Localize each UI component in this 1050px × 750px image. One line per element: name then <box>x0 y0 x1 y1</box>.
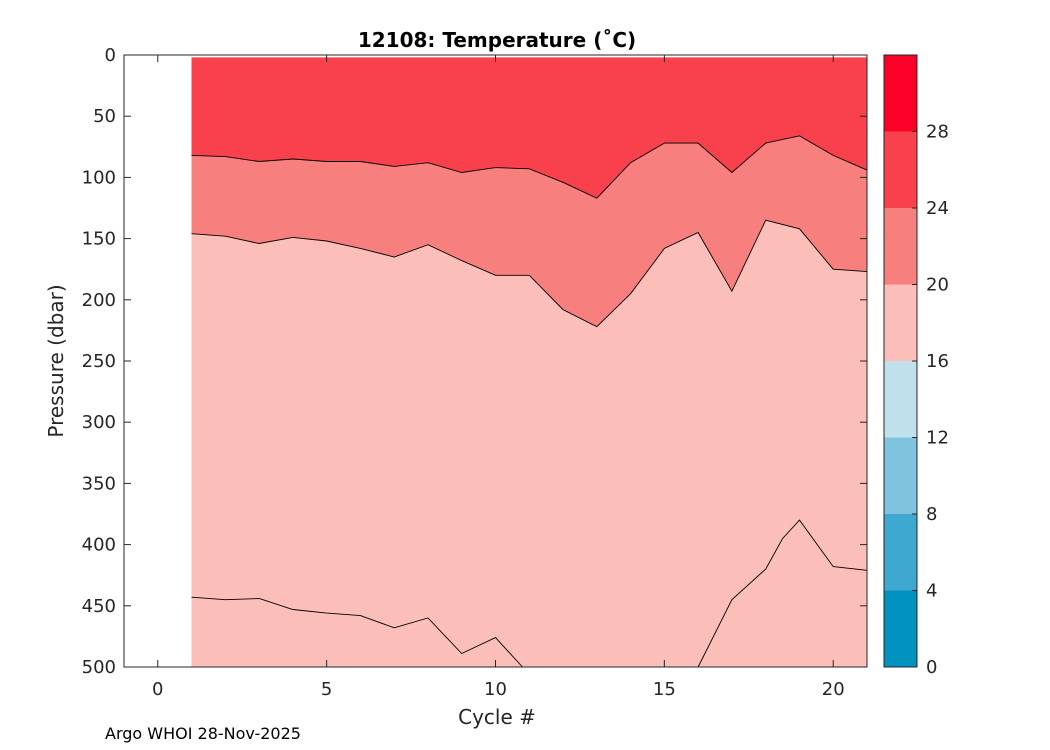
colorbar-tick-label: 4 <box>926 581 937 602</box>
band-deep <box>191 220 867 667</box>
credit-footer: Argo WHOI 28-Nov-2025 <box>105 724 301 743</box>
y-tick-label: 250 <box>82 351 116 372</box>
y-tick-label: 100 <box>82 167 116 188</box>
colorbar-segment <box>884 208 917 285</box>
y-tick-label: 0 <box>105 45 116 66</box>
colorbar-tick-label: 8 <box>926 504 937 525</box>
colorbar-tick-label: 28 <box>926 122 949 143</box>
colorbar-tick-label: 12 <box>926 428 949 449</box>
chart-title: 12108: Temperature (˚C) <box>358 28 636 52</box>
contour-line-16-3 <box>697 519 868 668</box>
plot-fill-layer <box>191 57 867 667</box>
colorbar-segment <box>884 131 917 208</box>
colorbar-segment <box>884 55 917 132</box>
colorbar-segment <box>884 437 917 514</box>
colorbar-tick-label: 16 <box>926 351 949 372</box>
y-tick-label: 450 <box>82 596 116 617</box>
colorbar-segment <box>884 514 917 591</box>
y-tick-label: 50 <box>93 106 116 127</box>
colorbar-segment <box>884 284 917 361</box>
y-tick-label: 350 <box>82 473 116 494</box>
y-axis-label: Pressure (dbar) <box>44 284 68 437</box>
x-tick-label: 15 <box>653 679 676 700</box>
y-tick-label: 300 <box>82 412 116 433</box>
contour-line-16-2 <box>191 596 523 668</box>
contour-line-20-1 <box>191 219 868 328</box>
y-tick-label: 150 <box>82 229 116 250</box>
y-axis: 0 50 100 150 200 250 300 350 400 450 500 <box>82 45 867 678</box>
band-thermocline <box>191 135 867 327</box>
x-tick-label: 20 <box>822 679 845 700</box>
colorbar-segment <box>884 361 917 438</box>
x-tick-label: 5 <box>321 679 332 700</box>
band-deep-lower-left <box>191 597 523 667</box>
colorbar-segment <box>884 590 917 667</box>
colorbar: 0 4 8 12 16 20 24 28 <box>883 54 949 678</box>
x-tick-label: 10 <box>484 679 507 700</box>
y-tick-label: 500 <box>82 657 116 678</box>
band-deep-lower-right <box>698 520 867 667</box>
contour-line-24-0 <box>191 135 868 199</box>
colorbar-tick-label: 20 <box>926 275 949 296</box>
y-tick-label: 400 <box>82 535 116 556</box>
x-axis: 0 5 10 15 20 <box>152 55 845 700</box>
colorbar-tick-label: 24 <box>926 198 949 219</box>
band-surface <box>191 57 867 199</box>
colorbar-tick-label: 0 <box>926 657 937 678</box>
x-axis-label: Cycle # <box>458 705 536 729</box>
contour-lines-layer <box>191 135 868 668</box>
y-tick-label: 200 <box>82 290 116 311</box>
x-tick-label: 0 <box>152 679 163 700</box>
